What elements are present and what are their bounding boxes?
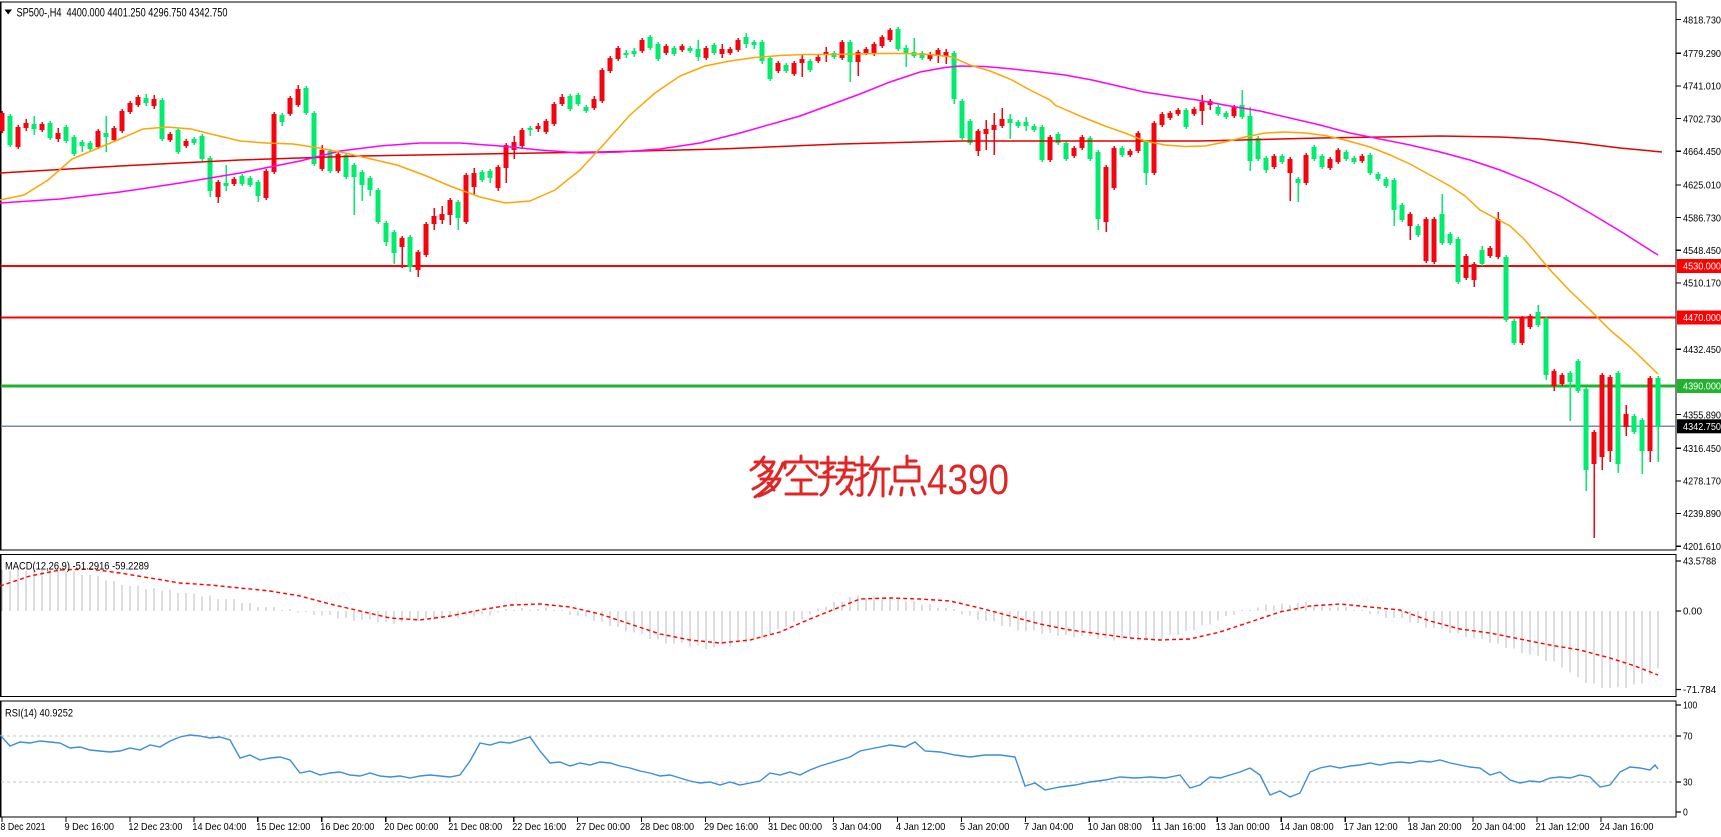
svg-text:16 Dec 20:00: 16 Dec 20:00 — [320, 821, 374, 833]
svg-text:4278.170: 4278.170 — [1683, 476, 1721, 488]
svg-text:43.5788: 43.5788 — [1683, 556, 1716, 568]
svg-text:4741.010: 4741.010 — [1683, 81, 1721, 93]
svg-text:17 Jan 12:00: 17 Jan 12:00 — [1344, 821, 1398, 833]
svg-text:SP500-,H4 4400.000 4401.250 4: SP500-,H4 4400.000 4401.250 4296.750 434… — [17, 8, 228, 20]
svg-text:13 Jan 00:00: 13 Jan 00:00 — [1216, 821, 1270, 833]
svg-text:4390.000: 4390.000 — [1683, 381, 1721, 393]
svg-text:4818.730: 4818.730 — [1683, 14, 1721, 26]
svg-text:4510.170: 4510.170 — [1683, 278, 1721, 290]
svg-text:21 Jan 12:00: 21 Jan 12:00 — [1536, 821, 1590, 833]
svg-text:4779.290: 4779.290 — [1683, 48, 1721, 60]
svg-text:4664.450: 4664.450 — [1683, 146, 1721, 158]
svg-text:27 Dec 00:00: 27 Dec 00:00 — [576, 821, 630, 833]
svg-text:4470.000: 4470.000 — [1683, 312, 1721, 324]
svg-text:30: 30 — [1683, 777, 1693, 789]
svg-text:4 Jan 12:00: 4 Jan 12:00 — [896, 821, 946, 833]
svg-text:21 Dec 08:00: 21 Dec 08:00 — [448, 821, 502, 833]
svg-text:4432.450: 4432.450 — [1683, 344, 1721, 356]
svg-text:4355.890: 4355.890 — [1683, 409, 1721, 421]
svg-text:31 Dec 00:00: 31 Dec 00:00 — [768, 821, 822, 833]
svg-text:4201.610: 4201.610 — [1683, 541, 1721, 553]
svg-text:24 Jan 16:00: 24 Jan 16:00 — [1600, 821, 1654, 833]
svg-text:-71.784: -71.784 — [1683, 684, 1716, 696]
svg-text:4586.730: 4586.730 — [1683, 212, 1721, 224]
svg-text:3 Jan 04:00: 3 Jan 04:00 — [832, 821, 882, 833]
svg-text:12 Dec 23:00: 12 Dec 23:00 — [128, 821, 182, 833]
svg-text:0.00: 0.00 — [1683, 606, 1702, 618]
svg-text:4530.000: 4530.000 — [1683, 261, 1721, 273]
svg-text:7 Jan 04:00: 7 Jan 04:00 — [1024, 821, 1074, 833]
svg-text:20 Jan 04:00: 20 Jan 04:00 — [1472, 821, 1526, 833]
svg-text:8 Dec 2021: 8 Dec 2021 — [1, 821, 46, 833]
svg-text:4316.450: 4316.450 — [1683, 443, 1721, 455]
svg-text:100: 100 — [1683, 700, 1697, 712]
svg-text:4548.450: 4548.450 — [1683, 245, 1721, 257]
svg-text:14 Dec 04:00: 14 Dec 04:00 — [192, 821, 246, 833]
svg-text:18 Jan 20:00: 18 Jan 20:00 — [1408, 821, 1462, 833]
svg-text:5 Jan 20:00: 5 Jan 20:00 — [960, 821, 1010, 833]
svg-text:MACD(12,26,9) -51.2916 -59.228: MACD(12,26,9) -51.2916 -59.2289 — [5, 561, 149, 573]
svg-text:4625.010: 4625.010 — [1683, 180, 1721, 192]
svg-text:RSI(14) 40.9252: RSI(14) 40.9252 — [5, 708, 73, 720]
svg-text:14 Jan 08:00: 14 Jan 08:00 — [1280, 821, 1334, 833]
svg-text:11 Jan 16:00: 11 Jan 16:00 — [1152, 821, 1206, 833]
svg-text:4342.750: 4342.750 — [1683, 421, 1721, 433]
svg-text:29 Dec 16:00: 29 Dec 16:00 — [704, 821, 758, 833]
svg-text:20 Dec 00:00: 20 Dec 00:00 — [384, 821, 438, 833]
svg-text:4390: 4390 — [927, 456, 1009, 504]
svg-text:9 Dec 16:00: 9 Dec 16:00 — [65, 821, 115, 833]
svg-text:22 Dec 16:00: 22 Dec 16:00 — [512, 821, 566, 833]
svg-text:10 Jan 08:00: 10 Jan 08:00 — [1088, 821, 1142, 833]
svg-text:70: 70 — [1683, 731, 1693, 743]
svg-text:4239.890: 4239.890 — [1683, 508, 1721, 520]
svg-text:0: 0 — [1683, 807, 1688, 819]
svg-text:4702.730: 4702.730 — [1683, 113, 1721, 125]
svg-text:15 Dec 12:00: 15 Dec 12:00 — [256, 821, 310, 833]
svg-text:28 Dec 08:00: 28 Dec 08:00 — [640, 821, 694, 833]
